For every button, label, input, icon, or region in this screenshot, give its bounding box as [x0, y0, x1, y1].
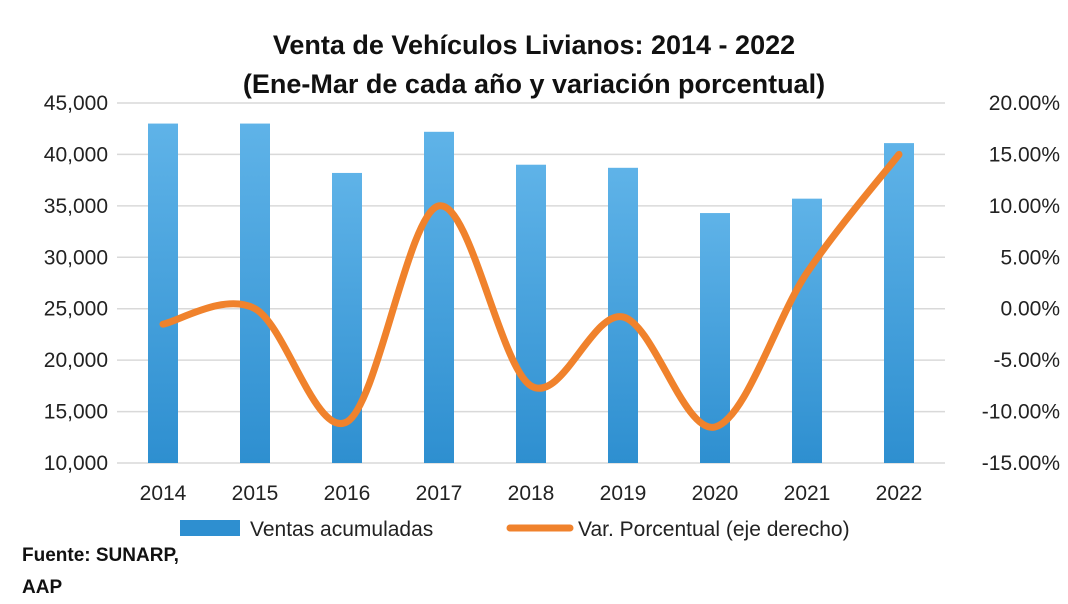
- bar-series: [148, 124, 914, 463]
- left-tick-label: 40,000: [44, 143, 108, 166]
- bar-2021: [792, 199, 822, 463]
- x-tick-label: 2014: [140, 482, 187, 505]
- x-tick-label: 2021: [784, 482, 831, 505]
- left-tick-label: 30,000: [44, 246, 108, 269]
- left-tick-label: 15,000: [44, 401, 108, 424]
- left-tick-label: 45,000: [44, 92, 108, 115]
- bar-2015: [240, 124, 270, 463]
- left-tick-label: 10,000: [44, 452, 108, 475]
- bar-2017: [424, 132, 454, 463]
- x-tick-label: 2018: [508, 482, 555, 505]
- x-tick-label: 2015: [232, 482, 279, 505]
- bar-2022: [884, 143, 914, 463]
- left-tick-label: 25,000: [44, 298, 108, 321]
- bar-2018: [516, 165, 546, 463]
- right-tick-label: 20.00%: [989, 92, 1060, 115]
- x-axis: 2014 2015 2016 2017 2018 2019 2020 2021 2022: [140, 482, 923, 505]
- source-line-2: AAP: [22, 572, 282, 604]
- x-tick-label: 2020: [692, 482, 739, 505]
- legend-label-ventas: Ventas acumuladas: [250, 518, 433, 541]
- left-axis: 10,000 15,000 20,000 25,000 30,000 35,000 40,0…: [44, 92, 108, 475]
- right-tick-label: 0.00%: [1000, 298, 1060, 321]
- left-tick-label: 35,000: [44, 195, 108, 218]
- x-tick-label: 2019: [600, 482, 647, 505]
- legend-label-variacion: Var. Porcentual (eje derecho): [578, 518, 850, 541]
- right-axis: -15.00% -10.00% -5.00% 0.00% 5.00% 10.00% 15.0…: [982, 92, 1060, 475]
- legend-swatch-ventas: [180, 520, 240, 536]
- right-tick-label: -10.00%: [982, 401, 1060, 424]
- legend: Ventas acumuladas Var. Porcentual (eje d…: [180, 518, 850, 541]
- right-tick-label: 10.00%: [989, 195, 1060, 218]
- chart-title: Venta de Vehículos Livianos: 2014 - 2022: [273, 30, 795, 60]
- chart-subtitle: (Ene-Mar de cada año y variación porcent…: [243, 69, 825, 99]
- left-tick-label: 20,000: [44, 349, 108, 372]
- right-tick-label: -5.00%: [993, 349, 1060, 372]
- x-tick-label: 2022: [876, 482, 923, 505]
- source-note: Fuente: SUNARP, AAP: [22, 540, 282, 604]
- right-tick-label: 15.00%: [989, 143, 1060, 166]
- right-tick-label: 5.00%: [1000, 246, 1060, 269]
- bar-2014: [148, 124, 178, 463]
- x-tick-label: 2017: [416, 482, 463, 505]
- source-line-1: Fuente: SUNARP,: [22, 540, 282, 572]
- right-tick-label: -15.00%: [982, 452, 1060, 475]
- x-tick-label: 2016: [324, 482, 371, 505]
